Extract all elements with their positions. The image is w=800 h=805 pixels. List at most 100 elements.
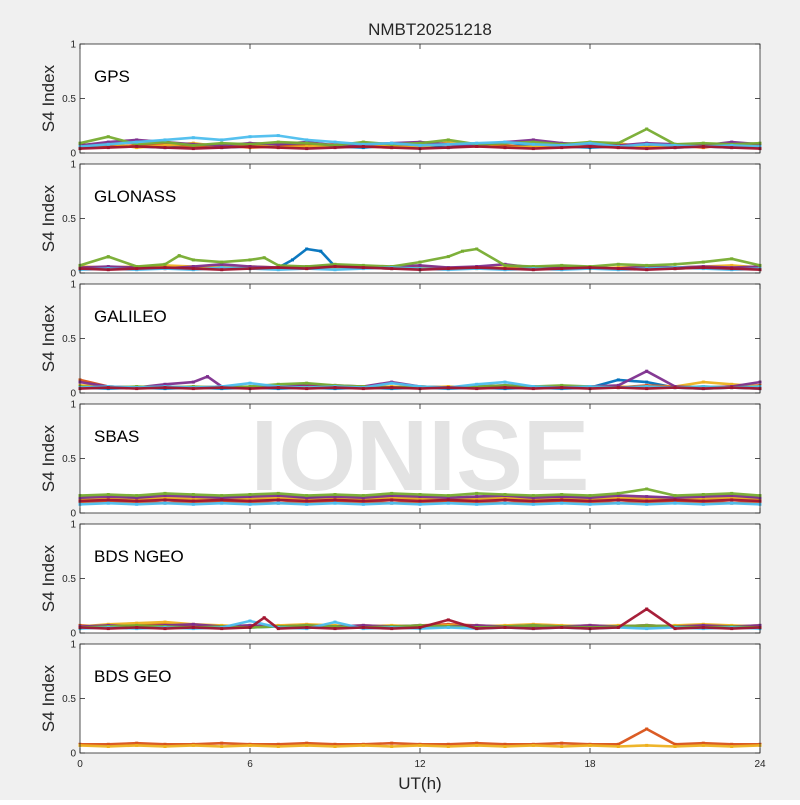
data-point [220, 745, 224, 748]
data-point [503, 383, 507, 387]
data-point [503, 386, 507, 390]
data-point [390, 381, 394, 385]
data-point [645, 147, 649, 151]
data-point [333, 493, 337, 496]
data-point [531, 265, 535, 268]
data-point [531, 147, 535, 151]
data-point [276, 134, 280, 138]
data-point [191, 502, 195, 506]
data-point [191, 495, 195, 499]
data-point [503, 626, 507, 629]
data-point [390, 386, 394, 390]
data-point [730, 143, 734, 147]
data-point [163, 745, 167, 748]
data-point [135, 502, 139, 506]
data-point [560, 498, 564, 502]
data-point [135, 621, 139, 625]
y-tick-label: 1 [70, 640, 76, 651]
x-tick-label: 24 [754, 759, 766, 770]
data-point [701, 380, 705, 384]
y-tick-label: 0.5 [62, 454, 76, 465]
data-point [673, 386, 677, 390]
panel-sbas: 0 0.5 1 SBAS S4 Index [39, 400, 762, 520]
y-tick-label: 0 [70, 509, 76, 520]
data-point [276, 742, 280, 746]
data-point [560, 745, 564, 748]
data-point [390, 741, 394, 745]
data-point [701, 741, 705, 745]
x-axis-label: UT(h) [398, 774, 441, 793]
series-5 [78, 247, 762, 268]
data-point [248, 743, 252, 747]
data-point [276, 146, 280, 150]
data-point [220, 262, 224, 266]
data-point [248, 497, 252, 501]
data-point [560, 495, 564, 499]
data-point [163, 742, 167, 746]
data-point [135, 743, 139, 747]
data-point [248, 258, 252, 262]
data-point [730, 627, 734, 631]
data-point [418, 260, 422, 264]
data-point [588, 496, 592, 500]
data-point [531, 138, 535, 142]
data-point [475, 743, 479, 747]
data-point [673, 146, 677, 150]
data-point [588, 499, 592, 503]
series-line [78, 607, 762, 630]
y-tick-label: 0.5 [62, 574, 76, 585]
data-point [361, 623, 365, 627]
data-point [333, 627, 337, 631]
data-point [206, 375, 209, 379]
data-point [276, 268, 280, 272]
data-point [333, 501, 337, 505]
panel-label: GLONASS [94, 187, 176, 206]
data-point [645, 607, 649, 611]
data-point [730, 263, 734, 267]
panel-label: GPS [94, 67, 130, 86]
data-point [333, 620, 337, 624]
y-tick-label: 0.5 [62, 214, 76, 225]
data-point [645, 497, 649, 501]
data-point [248, 619, 252, 623]
data-point [333, 625, 337, 628]
data-point [645, 380, 649, 384]
data-point [276, 382, 280, 386]
data-point [163, 627, 167, 631]
data-point [276, 494, 280, 498]
data-point [276, 501, 280, 505]
data-point [701, 502, 705, 506]
data-point [418, 263, 422, 267]
panel-label: GALILEO [94, 307, 167, 326]
data-point [475, 385, 479, 388]
data-point [276, 142, 280, 146]
data-point [503, 380, 507, 384]
data-point [163, 494, 167, 498]
data-point [333, 386, 337, 390]
data-point [730, 501, 734, 505]
data-point [276, 266, 280, 270]
series-7 [78, 498, 762, 503]
data-point [560, 741, 564, 745]
data-point [248, 623, 252, 627]
data-point [418, 495, 422, 499]
data-point [446, 742, 450, 746]
data-point [475, 141, 479, 145]
data-point [730, 257, 734, 261]
data-point [446, 501, 450, 505]
data-point [276, 386, 280, 390]
data-point [135, 623, 139, 627]
data-point [446, 140, 450, 144]
data-point [163, 382, 167, 386]
data-point [616, 496, 620, 500]
data-point [446, 496, 450, 500]
data-point [220, 741, 224, 745]
figure-title: NMBT20251218 [368, 20, 492, 39]
x-tick-label: 12 [414, 759, 426, 770]
data-point [319, 249, 323, 253]
panel-bds-ngeo: 0 0.5 1 BDS NGEO S4 Index [39, 520, 762, 640]
data-point [333, 498, 337, 502]
data-point [135, 387, 139, 391]
data-point [701, 387, 705, 391]
